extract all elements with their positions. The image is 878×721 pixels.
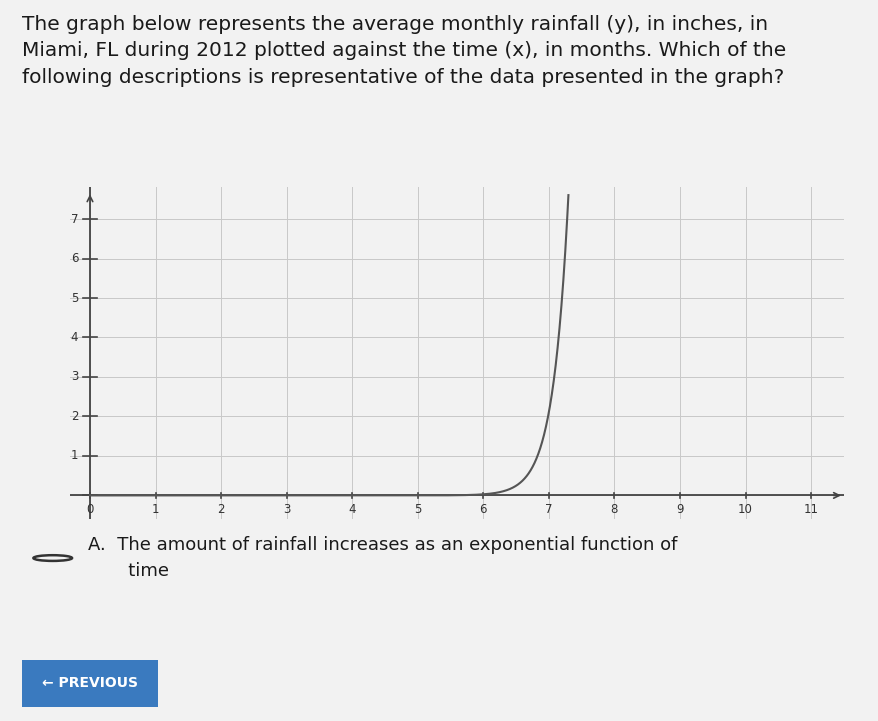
- Text: 4: 4: [70, 331, 78, 344]
- Text: 6: 6: [479, 503, 486, 516]
- Text: 2: 2: [217, 503, 225, 516]
- Text: 11: 11: [802, 503, 817, 516]
- Text: 1: 1: [152, 503, 159, 516]
- Text: 10: 10: [738, 503, 752, 516]
- Text: 9: 9: [675, 503, 683, 516]
- Text: 7: 7: [544, 503, 552, 516]
- Text: ← PREVIOUS: ← PREVIOUS: [42, 676, 138, 690]
- Text: 4: 4: [348, 503, 356, 516]
- Text: 1: 1: [70, 449, 78, 462]
- Text: 5: 5: [414, 503, 421, 516]
- Text: 3: 3: [283, 503, 290, 516]
- Text: 5: 5: [71, 291, 78, 304]
- Text: 0: 0: [86, 503, 94, 516]
- Text: 8: 8: [610, 503, 617, 516]
- Text: 2: 2: [70, 410, 78, 423]
- Text: 7: 7: [70, 213, 78, 226]
- Text: The graph below represents the average monthly rainfall (y), in inches, in
Miami: The graph below represents the average m…: [22, 15, 785, 87]
- Text: A.  The amount of rainfall increases as an exponential function of
       time: A. The amount of rainfall increases as a…: [88, 536, 677, 580]
- Text: 3: 3: [71, 371, 78, 384]
- Text: 6: 6: [70, 252, 78, 265]
